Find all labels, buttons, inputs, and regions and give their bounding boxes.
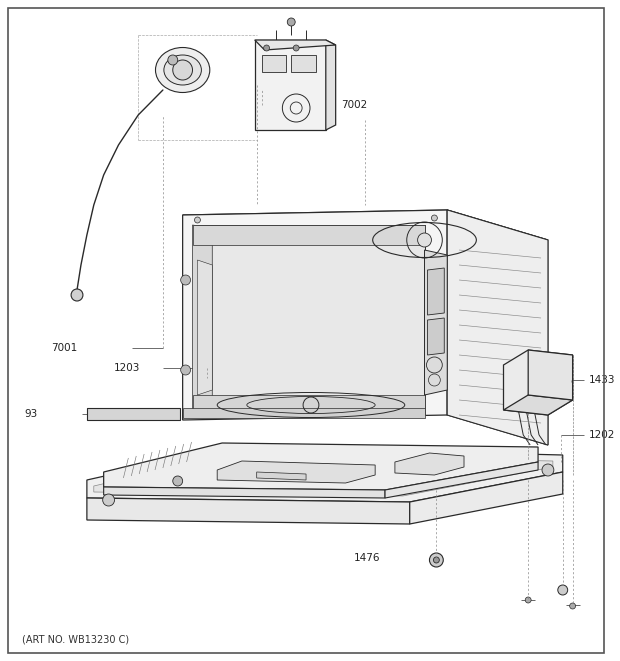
Polygon shape <box>262 55 286 72</box>
Text: 1476: 1476 <box>353 553 380 563</box>
Circle shape <box>418 233 432 247</box>
Polygon shape <box>326 40 335 130</box>
Polygon shape <box>104 487 385 498</box>
Ellipse shape <box>156 48 210 93</box>
Circle shape <box>173 60 193 80</box>
Circle shape <box>558 585 568 595</box>
Text: (ART NO. WB13230 C): (ART NO. WB13230 C) <box>22 635 129 645</box>
Polygon shape <box>503 350 573 415</box>
Circle shape <box>180 275 190 285</box>
Ellipse shape <box>164 55 202 85</box>
Circle shape <box>180 365 190 375</box>
Polygon shape <box>255 40 326 130</box>
Text: 1203: 1203 <box>113 363 140 373</box>
Polygon shape <box>193 225 425 415</box>
Polygon shape <box>503 395 573 415</box>
Text: eReplacementParts.com: eReplacementParts.com <box>213 323 399 338</box>
Text: 7001: 7001 <box>51 343 78 353</box>
Polygon shape <box>385 462 538 498</box>
Circle shape <box>570 603 575 609</box>
Polygon shape <box>87 498 410 524</box>
Polygon shape <box>183 408 425 418</box>
Text: 1433: 1433 <box>588 375 615 385</box>
Circle shape <box>168 55 178 65</box>
Polygon shape <box>447 210 548 445</box>
Polygon shape <box>183 210 447 420</box>
Circle shape <box>525 597 531 603</box>
Polygon shape <box>193 395 425 415</box>
Polygon shape <box>94 455 553 496</box>
Polygon shape <box>528 350 573 400</box>
Circle shape <box>103 494 115 506</box>
Text: 1202: 1202 <box>588 430 615 440</box>
Circle shape <box>542 464 554 476</box>
Polygon shape <box>410 472 563 524</box>
Circle shape <box>293 45 299 51</box>
Polygon shape <box>104 443 538 490</box>
Polygon shape <box>427 318 445 355</box>
Polygon shape <box>447 210 548 445</box>
Polygon shape <box>87 408 180 420</box>
Polygon shape <box>257 472 306 480</box>
Polygon shape <box>197 260 212 395</box>
Circle shape <box>287 18 295 26</box>
Circle shape <box>432 215 437 221</box>
Text: 7002: 7002 <box>342 100 368 110</box>
Polygon shape <box>425 250 447 395</box>
Polygon shape <box>395 453 464 475</box>
Polygon shape <box>255 40 335 50</box>
Circle shape <box>173 476 183 486</box>
Circle shape <box>195 217 200 223</box>
Circle shape <box>430 553 443 567</box>
Polygon shape <box>291 55 316 72</box>
Text: 93: 93 <box>25 409 38 419</box>
Circle shape <box>264 45 270 51</box>
Polygon shape <box>183 210 548 240</box>
Polygon shape <box>427 268 445 315</box>
Polygon shape <box>217 461 375 483</box>
Polygon shape <box>193 225 212 415</box>
Circle shape <box>71 289 83 301</box>
Polygon shape <box>193 225 425 245</box>
Circle shape <box>433 557 440 563</box>
Polygon shape <box>87 447 563 502</box>
